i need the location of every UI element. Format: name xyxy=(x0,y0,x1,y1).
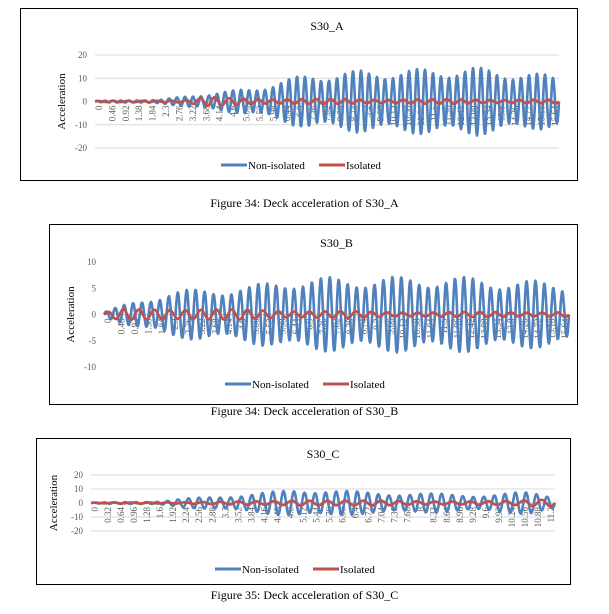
chart-panel-b: S30_B -10 -5 0 5 10 Acceleration 0 0.46 0.92 1.38 1… xyxy=(49,224,578,405)
caption-c: Figure 35: Deck acceleration of S30_C xyxy=(210,588,399,602)
x-tick-label: 2.56 xyxy=(194,507,204,523)
x-tick-label: 7.04 xyxy=(377,507,387,523)
x-tick-label: 0 xyxy=(94,105,104,110)
x-tick-label: 10.56 xyxy=(520,507,530,528)
x-tick-label: 5.98 xyxy=(268,105,278,121)
chart-panel-c: S30_C -20 -10 0 10 20 Acceleration 0 0.32 0.64 0.9… xyxy=(36,438,571,585)
y-tick-label: 0 xyxy=(79,498,84,508)
y-tick-label: 0 xyxy=(92,310,97,320)
series-line-isolated xyxy=(94,95,560,108)
x-tick-label: 9.92 xyxy=(494,507,504,523)
x-tick-label: 0.96 xyxy=(129,507,139,523)
x-tick-label: 0.32 xyxy=(103,507,113,523)
chart-title: S30_A xyxy=(310,19,344,33)
x-tick-label: 11.04 xyxy=(416,105,426,125)
y-tick-label: 20 xyxy=(78,50,88,60)
x-tick-label: 8.64 xyxy=(442,507,452,523)
chart-title: S30_C xyxy=(307,447,340,461)
x-tick-label: 5.06 xyxy=(242,105,252,121)
caption-b: Figure 34: Deck acceleration of S30_B xyxy=(210,404,399,418)
x-tick-label: 1.28 xyxy=(142,507,152,523)
y-tick-label: 10 xyxy=(78,73,88,83)
y-axis-label: Acceleration xyxy=(56,73,68,130)
x-tick-label: 5.12 xyxy=(298,507,308,523)
x-tick-label: 0.46 xyxy=(107,105,117,121)
y-tick-label: 0 xyxy=(83,97,88,107)
x-tick-label: 0 xyxy=(103,318,113,323)
series-line-isolated xyxy=(90,498,556,508)
x-tick-label: 7.36 xyxy=(390,507,400,523)
x-tick-label: 4.6 xyxy=(228,105,238,117)
x-tick-label: 1.92 xyxy=(168,507,178,523)
y-axis-label: Acceleration xyxy=(48,474,60,531)
chart-panel-a: S30_A -20 -10 0 10 20 Acceleration 0 0.46 0.92 1.3… xyxy=(20,8,578,181)
x-tick-label: 3.22 xyxy=(188,106,198,122)
y-tick-label: -10 xyxy=(75,120,87,130)
x-tick-label: 10.24 xyxy=(507,507,517,528)
x-tick-label: 2.24 xyxy=(181,507,191,523)
x-tick-label: 0 xyxy=(90,507,100,512)
x-tick-label: 7.68 xyxy=(403,507,413,523)
y-tick-label: -5 xyxy=(89,336,97,346)
caption-a: Figure 34: Deck acceleration of S30_A xyxy=(210,196,399,210)
x-tick-label: 11.96 xyxy=(443,105,453,125)
x-tick-label: 1.6 xyxy=(155,507,165,519)
x-tick-label: 9.28 xyxy=(468,507,478,523)
x-tick-label: 2.88 xyxy=(207,507,217,523)
x-tick-label: 3.68 xyxy=(201,105,211,121)
legend-label-isolated: Isolated xyxy=(340,564,375,576)
x-tick-label: 1.84 xyxy=(157,318,167,334)
y-tick-label: -20 xyxy=(75,143,87,153)
chart-title: S30_B xyxy=(320,236,353,250)
x-tick-label: 14.72 xyxy=(523,106,533,126)
x-tick-label: 0.92 xyxy=(121,106,131,122)
legend-label-non-isolated: Non-isolated xyxy=(242,564,299,576)
x-tick-label: 2.76 xyxy=(174,105,184,121)
y-tick-label: 10 xyxy=(87,257,97,267)
series-line-isolated xyxy=(103,307,570,321)
x-tick-label: 1.38 xyxy=(134,105,144,121)
x-tick-label: 8.96 xyxy=(455,507,465,523)
x-tick-label: 1.38 xyxy=(143,318,153,334)
x-tick-label: 0.92 xyxy=(130,319,140,335)
legend-label-non-isolated: Non-isolated xyxy=(252,379,309,391)
x-tick-label: 0.46 xyxy=(116,318,126,334)
y-tick-label: 5 xyxy=(92,283,97,293)
x-tick-label: 8 xyxy=(416,507,426,512)
y-tick-label: -20 xyxy=(71,526,83,536)
y-tick-label: -10 xyxy=(84,362,96,372)
y-tick-label: 10 xyxy=(74,484,84,494)
x-tick-label: 3.52 xyxy=(233,507,243,523)
x-tick-label: 10.12 xyxy=(389,106,399,126)
y-tick-label: 20 xyxy=(74,470,84,480)
legend-label-isolated: Isolated xyxy=(350,379,385,391)
legend-label-isolated: Isolated xyxy=(346,160,381,172)
x-tick-label: 3.2 xyxy=(220,507,230,518)
y-axis-label: Acceleration xyxy=(65,286,77,343)
x-tick-label: 4.14 xyxy=(215,105,225,121)
x-tick-label: 8.32 xyxy=(429,507,439,523)
x-tick-label: 0.64 xyxy=(116,507,126,523)
x-tick-label: 9.6 xyxy=(481,507,491,519)
x-tick-label: 10.88 xyxy=(533,507,543,528)
y-tick-label: -10 xyxy=(71,512,83,522)
x-tick-label: 5.44 xyxy=(311,507,321,523)
x-tick-label: 7.36 xyxy=(309,105,319,121)
x-tick-label: 5.76 xyxy=(325,507,335,523)
legend-label-non-isolated: Non-isolated xyxy=(248,160,305,172)
x-tick-label: 11.2 xyxy=(546,507,556,522)
x-tick-label: 6.4 xyxy=(351,507,361,519)
x-tick-label: 1.84 xyxy=(148,105,158,121)
x-tick-label: 6.72 xyxy=(364,507,374,523)
x-tick-label: 2.3 xyxy=(161,105,171,117)
x-tick-label: 4.16 xyxy=(259,507,269,523)
x-tick-label: 8.74 xyxy=(349,105,359,121)
x-tick-label: 13.34 xyxy=(483,105,493,126)
x-tick-label: 5.52 xyxy=(255,105,265,121)
x-tick-label: 3.84 xyxy=(246,507,256,523)
